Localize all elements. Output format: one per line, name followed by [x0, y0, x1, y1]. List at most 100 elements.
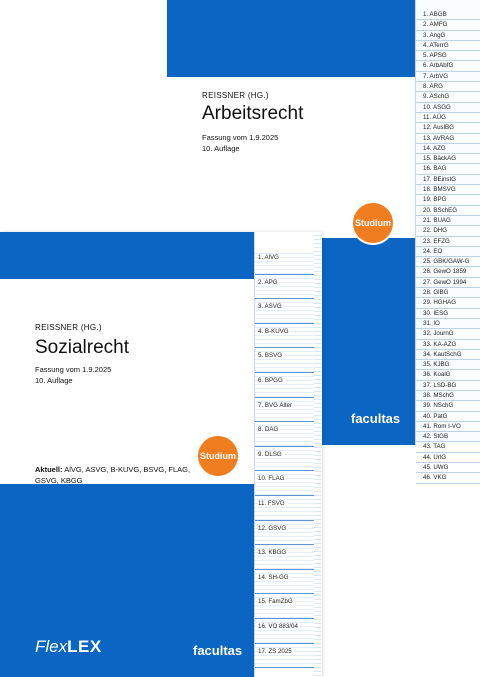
register-tabs: 1. AlVG 2. APG 3. ASVG 4. B-KUVG 5. BSVG 6. B… [254, 232, 314, 677]
page-edge [314, 232, 322, 677]
cover-blue-band-bottom [0, 484, 254, 677]
register-tab-label: 45. UWG [423, 464, 449, 472]
register-tab: 24. EO [416, 247, 480, 258]
cover-blue-band-top [0, 232, 254, 279]
register-tab-label: 4. B-KUVG [258, 327, 291, 335]
register-tab-label: 1. AlVG [258, 254, 281, 261]
register-tab: 13. AVRAG [416, 134, 480, 144]
register-tab-label: 20. BSchEG [423, 206, 458, 214]
register-tab: 1. ABGB [416, 10, 480, 21]
register-tab-label: 14. SH-GG [258, 573, 291, 581]
register-tab-label: 11. FSVG [258, 499, 287, 507]
register-tab-label: 6. ArbAbfG [423, 62, 454, 70]
register-tab-label: 43. TAG [423, 443, 446, 451]
register-tab: 6. ArbAbfG [416, 61, 480, 72]
register-tab: 39. NSchG [416, 401, 480, 412]
register-tab-label: 14. AZG [423, 144, 446, 152]
current-laws-list: AlVG, ASVG, B-KUVG, BSVG, FLAG, GSVG, KB… [35, 465, 191, 485]
register-tab: 8. DAG [255, 422, 314, 447]
register-tabs: 1. ABGB 2. AMFG 3. AngG 4. ATerrG 5. APSG 6. … [415, 0, 480, 484]
register-tab-label: 10. ASGG [423, 103, 451, 111]
current-label: Aktuell: [35, 465, 63, 474]
register-tab-label: 40. PatG [423, 412, 448, 420]
register-tab: 12. AuslBG [416, 123, 480, 134]
register-tab-label: 1. ABGB [423, 11, 447, 18]
register-tab: 25. GBK/GAW-G [416, 257, 480, 268]
register-tab: 15. FamZbG [255, 594, 314, 619]
register-tab-label: 28. GlBG [423, 289, 449, 297]
register-tab: 42. StGB [416, 432, 480, 443]
register-tab: 41. Rom I-VO [416, 422, 480, 433]
register-tab: 27. GewO 1994 [416, 278, 480, 289]
register-tab-label: 16. BAG [423, 165, 447, 173]
register-tab: 14. SH-GG [255, 569, 314, 595]
book-edition-date: Fassung vom 1.9.2025 [35, 365, 112, 374]
register-tab-label: 5. APSG [423, 52, 447, 60]
register-tab: 36. KoalG [416, 370, 480, 381]
register-tab-label: 5. BSVG [258, 352, 285, 360]
register-tab-label: 24. EO [423, 247, 443, 255]
register-tab-label: 7. BVG Alter [258, 401, 295, 409]
register-tab-label: 12. GSVG [258, 524, 289, 532]
register-tab: 28. GlBG [416, 288, 480, 299]
register-tab: 5. APSG [416, 51, 480, 62]
cover-blue-band-top [167, 0, 415, 77]
register-tab: 19. BPG [416, 195, 480, 206]
register-tab: 13. KBGG [255, 545, 314, 570]
studium-badge: Studium [196, 434, 240, 478]
register-tab-label: 15. FamZbG [258, 598, 295, 606]
register-tab: 34. KautSchG [416, 350, 480, 361]
register-tab-label: 12. AuslBG [423, 124, 454, 132]
register-tab: 30. IESG [416, 309, 480, 319]
register-tab: 11. AÜG [416, 113, 480, 124]
register-tab-label: 29. HGHAG [423, 299, 457, 307]
register-tab: 6. BPGG [255, 372, 314, 398]
register-tab-label: 36. KoalG [423, 371, 451, 379]
register-tab-label: 6. BPGG [258, 376, 285, 384]
register-tab-label: 15. BäckAG [423, 155, 457, 163]
register-tab: 26. GewO 1859 [416, 267, 480, 278]
register-tab-label: 26. GewO 1859 [423, 268, 467, 276]
register-tab: 16. BAG [416, 164, 480, 175]
register-tab: 43. TAG [416, 442, 480, 453]
register-tab: 1. AlVG [255, 250, 314, 275]
register-tab-label: 30. IESG [423, 309, 449, 317]
flexlex-logo-flex: Flex [35, 637, 68, 656]
register-tab-label: 17. ZS 2025 [258, 647, 294, 655]
book-sozialrecht: REISSNER (HG.) Sozialrecht Fassung vom 1… [0, 232, 322, 677]
register-tab-label: 3. AngG [423, 31, 446, 39]
register-tab-label: 25. GBK/GAW-G [423, 258, 470, 266]
register-tab-label: 2. AMFG [423, 21, 448, 29]
register-tab-label: 2. APG [258, 278, 280, 286]
flexlex-logo: FlexLEX [35, 637, 102, 657]
book-edition-number: 10. Auflage [35, 376, 73, 385]
register-tab-label: 22. DHG [423, 227, 448, 235]
register-tab-label: 19. BPG [423, 196, 447, 204]
register-tab: 4. B-KUVG [255, 323, 314, 349]
publisher-logo: facultas [351, 411, 401, 426]
register-tab-label: 4. ATerrG [423, 41, 449, 49]
register-tab: 23. EFZG [416, 237, 480, 247]
register-tab-label: 27. GewO 1994 [423, 278, 467, 286]
register-tab: 40. PatG [416, 412, 480, 422]
current-laws-note: Aktuell: AlVG, ASVG, B-KUVG, BSVG, FLAG,… [35, 464, 210, 486]
register-tab: 44. UrlG [416, 453, 480, 464]
register-tab: 22. DHG [416, 226, 480, 237]
register-tab: 38. MSchG [416, 391, 480, 402]
register-tab-label: 34. KautSchG [423, 350, 462, 358]
register-tab: 3. AngG [416, 31, 480, 41]
register-tab: 45. UWG [416, 463, 480, 474]
register-tab-label: 23. EFZG [423, 237, 450, 245]
register-tab-label: 38. MSchG [423, 391, 454, 399]
register-tab: 46. VKG [416, 473, 480, 484]
book-edition-number: 10. Auflage [202, 144, 240, 153]
register-tab: 12. GSVG [255, 520, 314, 546]
register-tab: 18. BMSVG [416, 185, 480, 196]
register-tab: 9. ASchG [416, 92, 480, 103]
register-tab: 10. ASGG [416, 103, 480, 113]
register-tab: 2. APG [255, 274, 314, 300]
register-tab: 32. JournG [416, 329, 480, 340]
register-tab-label: 13. KBGG [258, 549, 289, 557]
register-tab-label: 42. StGB [423, 433, 449, 441]
register-tab: 14. AZG [416, 144, 480, 155]
